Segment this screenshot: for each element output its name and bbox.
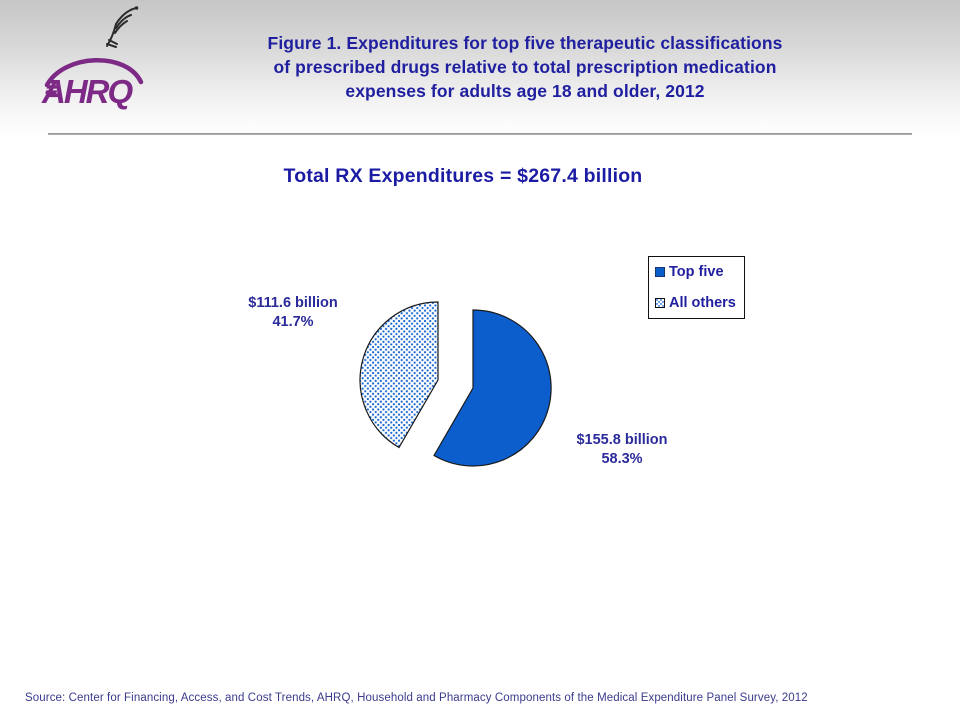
all-others-percent: 41.7% <box>272 313 314 330</box>
figure-title-line2: of prescribed drugs relative to total pr… <box>273 57 777 77</box>
ahrq-logo-text: AHRQ <box>41 73 133 110</box>
slice-label-all-others: $111.6 billion 41.7% <box>223 294 363 331</box>
chart-legend: Top five All others <box>648 256 745 319</box>
legend-item-all-others: All others <box>655 295 736 311</box>
ahrq-wordmark: AHRQ <box>41 58 144 110</box>
source-note: Source: Center for Financing, Access, an… <box>25 692 808 704</box>
figure-title-line3: expenses for adults age 18 and older, 20… <box>345 81 705 101</box>
all-others-value: $111.6 billion <box>248 295 338 311</box>
header-divider-line <box>48 133 912 135</box>
hhs-eagle-icon <box>106 6 139 48</box>
chart-total-subtitle: Total RX Expenditures = $267.4 billion <box>283 165 643 187</box>
legend-item-top-five: Top five <box>655 264 724 280</box>
top-five-percent: 58.3% <box>601 450 643 467</box>
legend-label-top-five: Top five <box>669 264 724 280</box>
pie-slice-top-five <box>433 309 552 467</box>
top-five-value: $155.8 billion <box>576 432 668 448</box>
legend-swatch-solid-icon <box>655 267 665 277</box>
legend-swatch-dotted-icon <box>655 298 665 308</box>
legend-label-all-others: All others <box>669 295 736 311</box>
ahrq-logo: AHRQ <box>38 2 158 114</box>
figure-title-line1: Figure 1. Expenditures for top five ther… <box>267 33 783 53</box>
slice-label-top-five: $155.8 billion 58.3% <box>552 431 692 468</box>
pie-slice-all-others <box>359 301 439 449</box>
figure-title: Figure 1. Expenditures for top five ther… <box>172 31 878 103</box>
header-gradient-band <box>0 0 960 140</box>
